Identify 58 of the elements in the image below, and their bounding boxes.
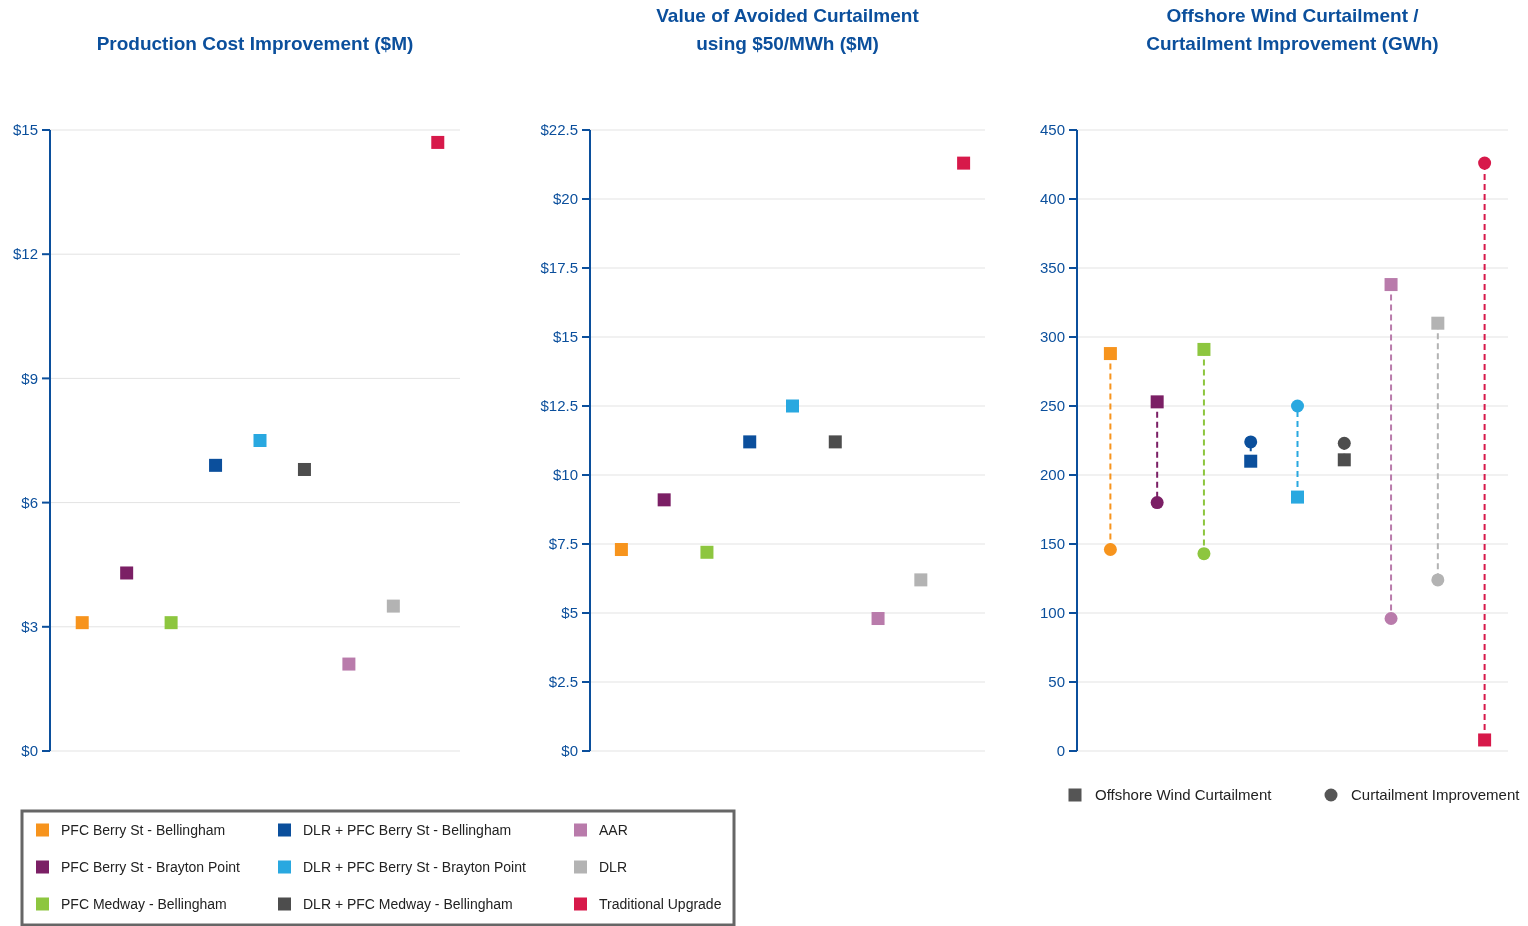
legend-label: PFC Berry St - Bellingham — [61, 821, 226, 838]
legend-label: AAR — [599, 821, 628, 838]
point — [209, 458, 223, 472]
point — [342, 657, 356, 671]
y-tick-label: $15 — [552, 328, 578, 346]
point — [657, 493, 671, 507]
point — [75, 616, 89, 630]
y-tick-label: $12.5 — [540, 397, 578, 415]
point — [120, 566, 134, 580]
legend-label: Offshore Wind Curtailment — [1095, 786, 1273, 804]
point — [386, 599, 400, 613]
point — [743, 435, 757, 449]
y-tick-label: 200 — [1039, 466, 1065, 484]
y-tick-label: 0 — [1056, 742, 1065, 760]
y-tick-label: $10 — [552, 466, 578, 484]
y-tick-label: $12 — [12, 245, 38, 263]
y-tick-label: 150 — [1039, 535, 1065, 553]
point — [164, 616, 178, 630]
y-tick-label: $20 — [552, 190, 578, 208]
chart-title: Offshore Wind Curtailment / Curtailment Improvement (GWh) — [1146, 5, 1439, 54]
legend-label: DLR + PFC Berry St - Brayton Point — [303, 858, 527, 875]
y-tick-label: $0 — [21, 742, 38, 760]
legend-label: PFC Medway - Bellingham — [61, 895, 227, 912]
y-tick-label: $9 — [21, 369, 38, 387]
y-tick-label: 350 — [1039, 259, 1065, 277]
y-tick-label: $2.5 — [548, 673, 578, 691]
y-tick-label: $7.5 — [548, 535, 578, 553]
legend-label: DLR + PFC Medway - Bellingham — [303, 895, 513, 912]
y-tick-label: 250 — [1039, 397, 1065, 415]
y-tick-label: 50 — [1048, 673, 1065, 691]
point — [700, 545, 714, 559]
y-tick-label: $15 — [12, 121, 38, 139]
y-tick-label: $6 — [21, 493, 38, 511]
y-tick-label: $22.5 — [540, 121, 578, 139]
point — [786, 399, 799, 413]
legend-label: Traditional Upgrade — [599, 895, 722, 912]
legend-label: PFC Berry St - Brayton Point — [61, 858, 241, 875]
legend-label: DLR + PFC Berry St - Bellingham — [303, 821, 512, 838]
y-tick-label: 100 — [1039, 604, 1065, 622]
point — [253, 434, 267, 447]
chart-title: Production Cost Improvement ($M) — [96, 33, 414, 54]
point — [914, 573, 928, 587]
point — [614, 543, 628, 557]
y-tick-label: 300 — [1039, 328, 1065, 346]
y-tick-label: $5 — [561, 604, 578, 622]
y-tick-label: 400 — [1039, 190, 1065, 208]
point — [431, 135, 445, 149]
point — [871, 612, 885, 626]
legend-label: DLR — [599, 858, 628, 875]
y-tick-label: $0 — [561, 742, 578, 760]
point — [957, 156, 971, 170]
point — [297, 462, 311, 476]
chart-title: Value of Avoided Curtailment using $50/MWh ($M) — [656, 5, 920, 54]
point — [828, 435, 842, 449]
y-tick-label: $17.5 — [540, 259, 578, 277]
y-tick-label: $3 — [21, 618, 38, 636]
legend-label: Curtailment Improvement — [1351, 786, 1521, 804]
y-tick-label: 450 — [1039, 121, 1065, 139]
